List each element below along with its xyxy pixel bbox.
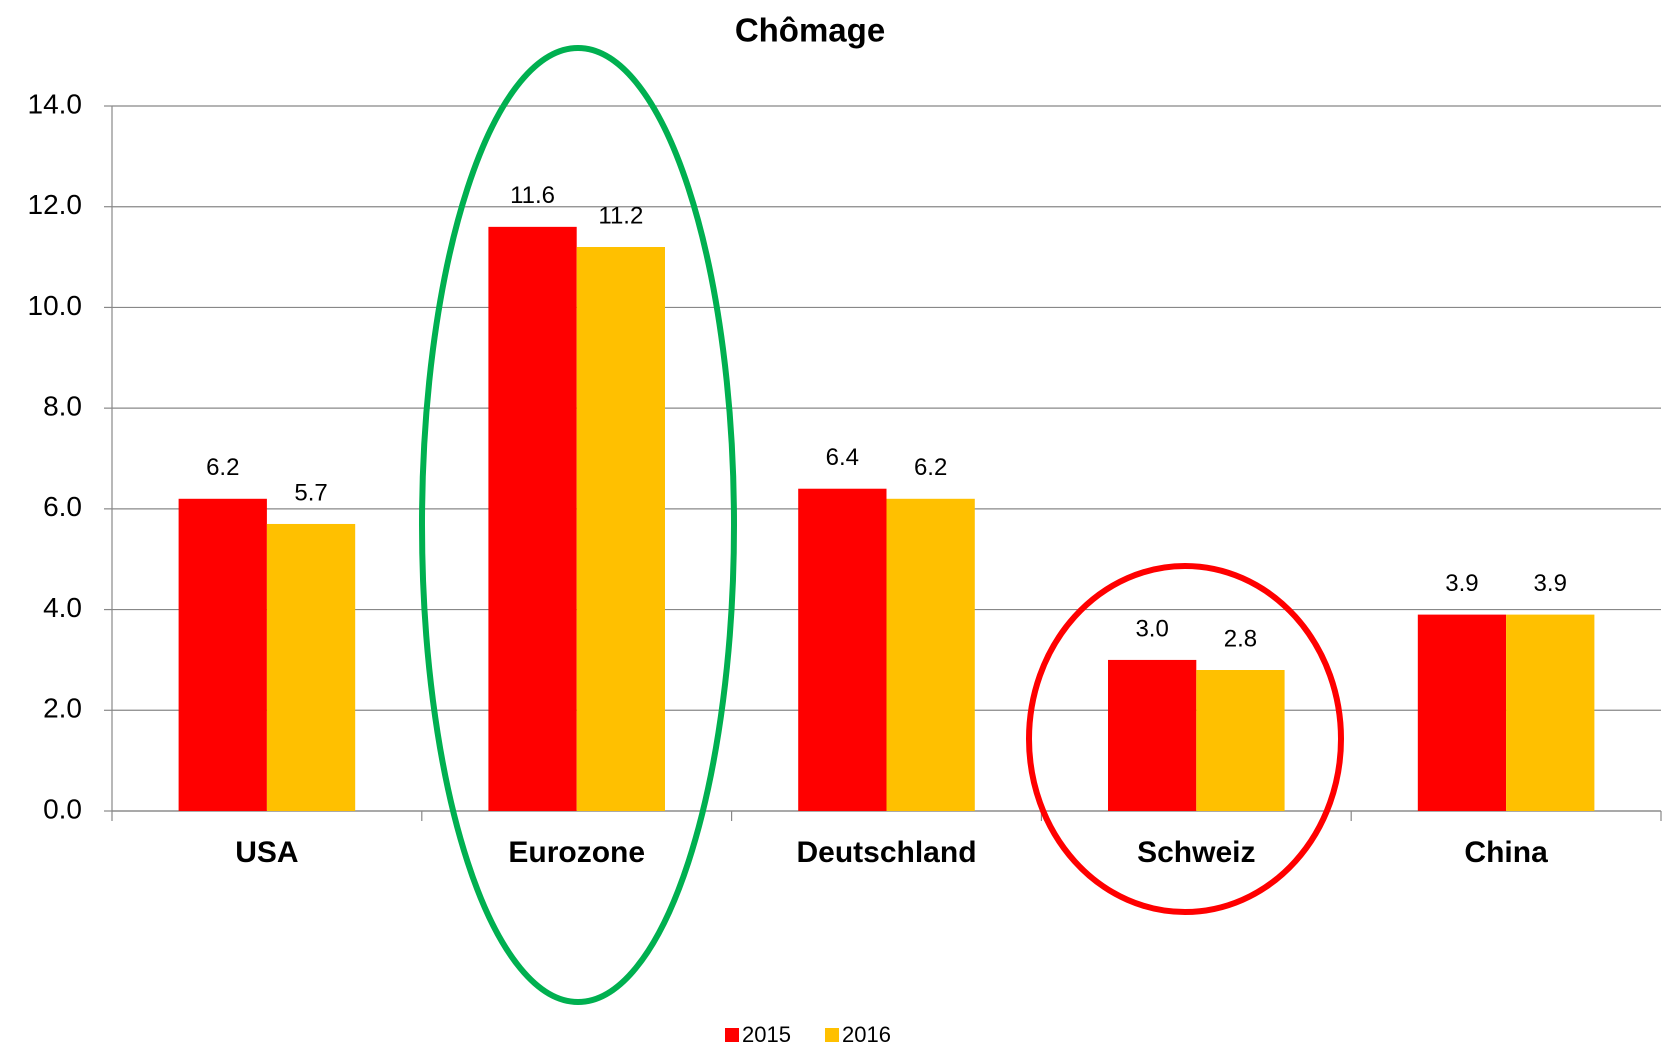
bar bbox=[1108, 659, 1197, 811]
legend-swatch bbox=[825, 1028, 839, 1042]
bar bbox=[886, 498, 975, 811]
data-label: 11.2 bbox=[598, 202, 643, 229]
bar bbox=[798, 488, 887, 811]
bar bbox=[488, 226, 577, 811]
data-label: 3.9 bbox=[1445, 570, 1478, 597]
x-tick-label: USA bbox=[235, 836, 298, 869]
bar bbox=[178, 498, 267, 811]
data-label: 5.7 bbox=[294, 479, 327, 506]
y-tick-label: 14.0 bbox=[28, 88, 83, 119]
x-tick-label: China bbox=[1464, 836, 1548, 869]
x-tick-label: Deutschland bbox=[796, 836, 976, 869]
legend-label: 2015 bbox=[742, 1022, 791, 1047]
data-label: 2.8 bbox=[1224, 625, 1257, 652]
y-tick-label: 4.0 bbox=[43, 592, 82, 623]
data-label: 6.4 bbox=[826, 444, 859, 471]
x-tick-label: Eurozone bbox=[508, 836, 645, 869]
legend-swatch bbox=[725, 1028, 739, 1042]
highlight-ellipse bbox=[419, 45, 737, 1005]
bar bbox=[1417, 614, 1507, 811]
data-label: 3.9 bbox=[1534, 570, 1567, 597]
bar bbox=[1196, 670, 1285, 811]
y-tick-label: 2.0 bbox=[43, 693, 82, 724]
y-tick-label: 10.0 bbox=[28, 290, 83, 321]
x-tick-label: Schweiz bbox=[1137, 836, 1255, 869]
bar bbox=[576, 247, 665, 811]
data-label: 3.0 bbox=[1135, 615, 1168, 642]
legend-label: 2016 bbox=[842, 1022, 891, 1047]
chart-title: Chômage bbox=[735, 12, 885, 49]
y-tick-label: 12.0 bbox=[28, 189, 83, 220]
data-label: 11.6 bbox=[510, 182, 555, 209]
y-tick-label: 0.0 bbox=[43, 793, 82, 824]
bar bbox=[266, 523, 356, 811]
data-label: 6.2 bbox=[206, 454, 239, 481]
y-tick-label: 8.0 bbox=[43, 391, 82, 422]
highlight-ellipse bbox=[1026, 563, 1344, 915]
y-tick-label: 6.0 bbox=[43, 491, 82, 522]
data-label: 6.2 bbox=[914, 454, 947, 481]
bar bbox=[1506, 614, 1595, 811]
